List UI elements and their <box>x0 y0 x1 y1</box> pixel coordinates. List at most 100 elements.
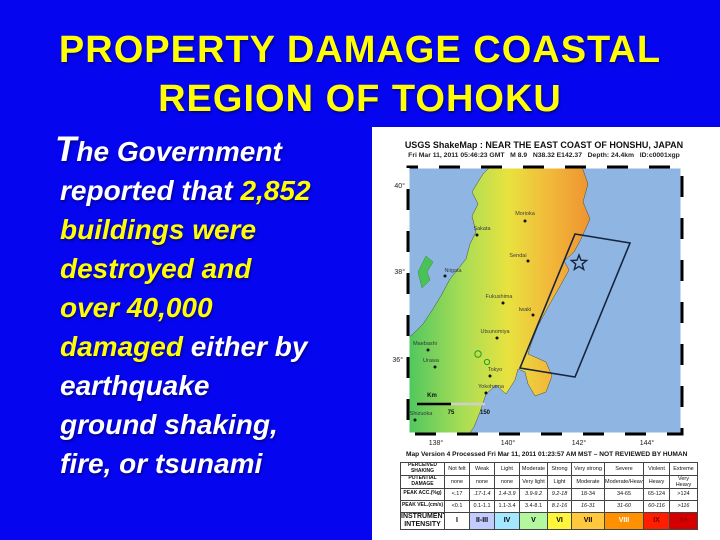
table-cell: Moderate/Heavy <box>604 474 644 489</box>
table-cell: II-III <box>469 511 495 530</box>
lat-label: 38° <box>394 268 405 276</box>
city-label: Iwaki <box>519 307 532 313</box>
body-text-segment: fire, or tsunami <box>60 448 263 479</box>
table-cell: VII <box>571 511 605 530</box>
table-cell: Extreme <box>669 462 698 476</box>
city-dot <box>488 374 492 378</box>
table-cell: 3.4-8.1 <box>519 499 548 513</box>
city-dot <box>426 348 430 352</box>
table-cell: VIII <box>604 511 644 530</box>
city-dot <box>484 391 488 395</box>
city-dot <box>475 233 479 237</box>
station-circle <box>474 350 482 358</box>
fault-rectangle <box>518 233 632 378</box>
table-cell: IV <box>494 511 520 530</box>
scale-75-label: 75 <box>448 410 455 416</box>
table-row-header: PEAK VEL.(cm/s) <box>400 499 445 513</box>
body-text-segment: destroyed and <box>60 253 252 284</box>
table-cell: <.17 <box>444 487 470 501</box>
city-dot <box>531 313 535 317</box>
table-row-header: PEAK ACC.(%g) <box>400 487 445 501</box>
table-cell: none <box>469 474 495 489</box>
table-row-header: PERCEIVED SHAKING <box>400 462 445 476</box>
body-line: reported that 2,852 <box>38 171 374 210</box>
body-line: earthquake <box>38 366 374 405</box>
table-cell: 3.9-9.2 <box>519 487 548 501</box>
table-cell: none <box>444 474 470 489</box>
body-text-segment: T <box>55 130 77 169</box>
epicenter-star-icon <box>569 253 589 272</box>
body-text-segment: buildings were <box>60 214 257 245</box>
table-cell: none <box>494 474 520 489</box>
table-cell: Violent <box>643 462 670 476</box>
city-label: Tokyo <box>488 367 502 373</box>
table-row-header: INSTRUMENTAL INTENSITY <box>400 511 445 530</box>
page-title-line2: REGION OF TOHOKU <box>158 78 562 120</box>
table-cell: Strong <box>547 462 572 476</box>
table-row: PERCEIVED SHAKING Not felt Weak Light Modera… <box>400 462 698 476</box>
table-cell: IX <box>643 511 670 530</box>
body-line: fire, or tsunami <box>38 444 374 483</box>
table-cell: <0.1 <box>444 499 470 513</box>
map-caption: Map Version 4 Processed Fri Mar 11, 2011… <box>406 451 688 458</box>
table-cell: 16-31 <box>571 499 605 513</box>
shakemap-panel: USGS ShakeMap : NEAR THE EAST COAST OF H… <box>372 127 720 540</box>
table-cell: >124 <box>669 487 698 501</box>
lon-label: 140° <box>501 439 516 447</box>
body-line: over 40,000 <box>38 288 374 327</box>
table-cell: 0.1-1.1 <box>469 499 495 513</box>
shakemap-svg: 40° 38° 36° 138° 140° 142° 144° Morioka Sakata Se… <box>392 165 684 447</box>
table-cell: Moderate <box>519 462 548 476</box>
city-dot <box>501 301 505 305</box>
body-line: damaged either by <box>38 327 374 366</box>
table-cell: Very light <box>519 474 548 489</box>
city-dot <box>433 365 437 369</box>
sado-island <box>417 255 434 289</box>
body-text-segment: either by <box>182 331 308 362</box>
city-label: Sendai <box>509 253 526 259</box>
city-label: Utsunomiya <box>480 329 510 335</box>
table-cell: 34-65 <box>604 487 644 501</box>
city-dot <box>413 418 417 422</box>
table-row: PEAK VEL.(cm/s) <0.1 0.1-1.1 1.1-3.4 3.4-8.1… <box>400 499 698 513</box>
table-cell: Heavy <box>643 474 670 489</box>
city-label: Morioka <box>515 211 536 217</box>
lon-label: 144° <box>640 439 655 447</box>
table-cell: Light <box>547 474 572 489</box>
body-line: The Government <box>38 130 374 171</box>
table-cell: X+ <box>669 511 698 530</box>
page-title: PROPERTY DAMAGE COASTAL REGION OF TOHOKU <box>0 26 720 124</box>
table-cell: .17-1.4 <box>469 487 495 501</box>
table-cell: Moderate <box>571 474 605 489</box>
city-dot <box>526 259 530 263</box>
body-text-segment: reported that <box>60 175 241 206</box>
honshu-landmass <box>408 167 591 434</box>
body-line: buildings were <box>38 210 374 249</box>
city-dot <box>523 219 527 223</box>
table-cell: 60-116 <box>643 499 670 513</box>
table-cell: Severe <box>604 462 644 476</box>
station-circle <box>483 358 491 366</box>
scale-150-label: 150 <box>480 410 491 416</box>
table-row: PEAK ACC.(%g) <.17.17-1.4 1.4-3.9 3.9-9.2 9.… <box>400 487 698 501</box>
body-text-segment: earthquake <box>60 370 210 401</box>
table-cell: >116 <box>669 499 698 513</box>
table-cell: 1.1-3.4 <box>494 499 520 513</box>
table-cell: 18-34 <box>571 487 605 501</box>
body-line: destroyed and <box>38 249 374 288</box>
map-frame-ticks <box>406 165 684 436</box>
shakemap-title: USGS ShakeMap : NEAR THE EAST COAST OF H… <box>404 140 684 150</box>
body-text-segment: ground shaking, <box>60 409 278 440</box>
city-label: Yokohama <box>478 384 505 390</box>
table-row: INSTRUMENTAL INTENSITYIII-IIIIVVVIVIIVII… <box>400 511 698 530</box>
page-title-line1: PROPERTY DAMAGE COASTAL <box>58 29 662 71</box>
lat-label: 40° <box>394 182 405 190</box>
table-cell: 9.2-18 <box>547 487 572 501</box>
lat-label: 36° <box>392 356 403 364</box>
city-dot <box>495 336 499 340</box>
lon-label: 138° <box>429 439 444 447</box>
body-text-segment: he Government <box>76 136 282 167</box>
city-label: Fukushima <box>486 294 514 300</box>
table-cell: 1.4-3.9 <box>494 487 520 501</box>
table-row-header: POTENTIAL DAMAGE <box>400 474 445 489</box>
